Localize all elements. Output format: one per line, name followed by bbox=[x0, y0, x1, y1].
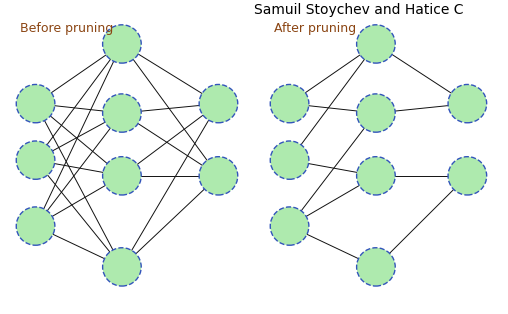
Ellipse shape bbox=[16, 84, 55, 123]
Ellipse shape bbox=[199, 157, 238, 195]
Text: After pruning: After pruning bbox=[274, 22, 357, 35]
Ellipse shape bbox=[103, 94, 141, 132]
Ellipse shape bbox=[270, 84, 309, 123]
Ellipse shape bbox=[103, 157, 141, 195]
Ellipse shape bbox=[448, 157, 487, 195]
Text: Samuil Stoychev and Hatice C: Samuil Stoychev and Hatice C bbox=[254, 3, 463, 17]
Ellipse shape bbox=[16, 141, 55, 179]
Ellipse shape bbox=[199, 84, 238, 123]
Ellipse shape bbox=[357, 94, 395, 132]
Ellipse shape bbox=[357, 157, 395, 195]
Ellipse shape bbox=[270, 207, 309, 245]
Ellipse shape bbox=[357, 25, 395, 63]
Ellipse shape bbox=[270, 141, 309, 179]
Ellipse shape bbox=[103, 25, 141, 63]
Ellipse shape bbox=[16, 207, 55, 245]
Ellipse shape bbox=[448, 84, 487, 123]
Text: Before pruning: Before pruning bbox=[20, 22, 114, 35]
Ellipse shape bbox=[103, 248, 141, 286]
Ellipse shape bbox=[357, 248, 395, 286]
